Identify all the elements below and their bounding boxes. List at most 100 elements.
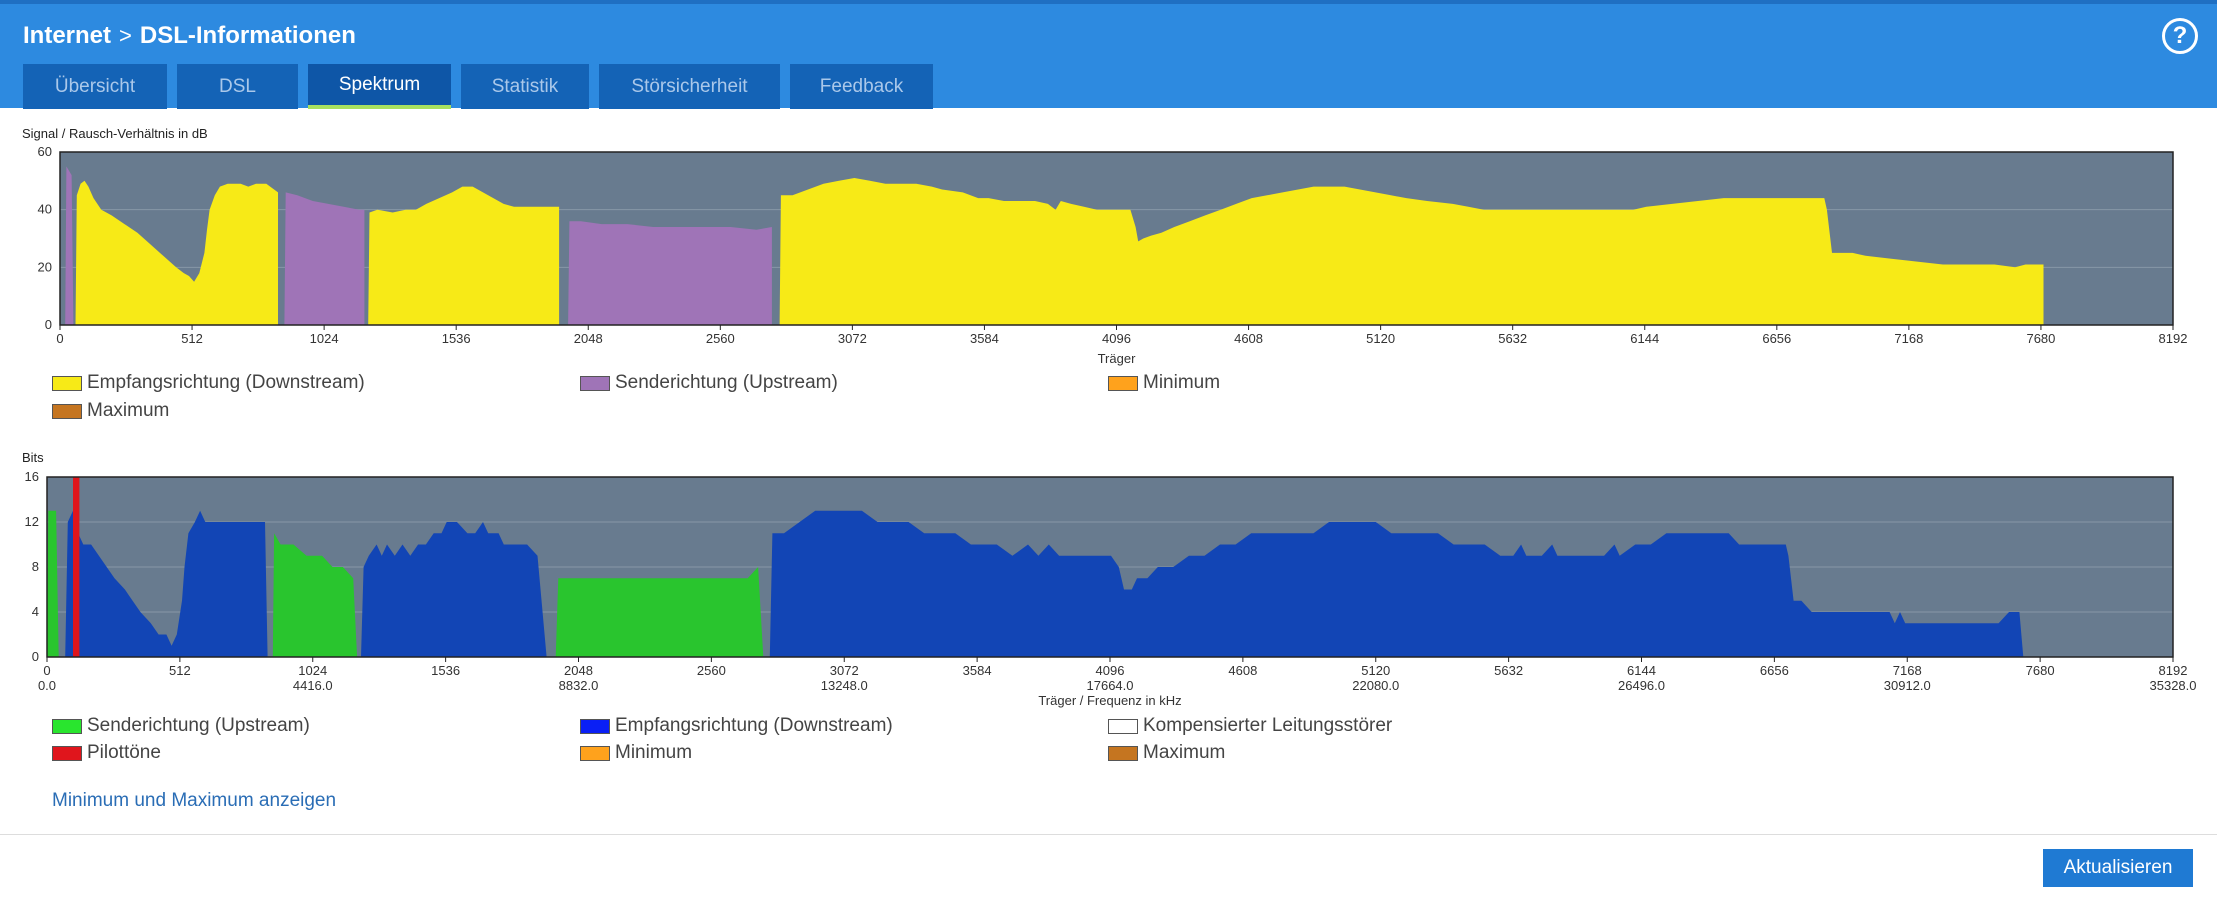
- x-tick-khz-label: 4416.0: [293, 678, 333, 693]
- legend-label: Minimum: [615, 742, 693, 763]
- legend-bits-maximum: Maximum: [1108, 742, 1225, 764]
- x-tick-label: 8192: [2159, 663, 2188, 678]
- legend-bits-upstream: Senderichtung (Upstream): [52, 715, 310, 737]
- y-tick-label: 0: [32, 649, 39, 664]
- x-tick-label: 7168: [1894, 331, 1923, 346]
- x-tick-label: 512: [169, 663, 191, 678]
- x-tick-label: 5120: [1361, 663, 1390, 678]
- tab-bar: Übersicht DSL Spektrum Statistik Störsic…: [23, 64, 943, 109]
- x-tick-label: 6656: [1760, 663, 1789, 678]
- x-tick-label: 1024: [298, 663, 327, 678]
- x-tick-label: 0: [56, 331, 63, 346]
- tab-dsl[interactable]: DSL: [177, 64, 298, 109]
- breadcrumb-separator-icon: >: [119, 23, 132, 48]
- tab-uebersicht[interactable]: Übersicht: [23, 64, 167, 109]
- y-tick-label: 40: [38, 202, 52, 217]
- x-tick-khz-label: 0.0: [38, 678, 56, 693]
- x-tick-khz-label: 17664.0: [1087, 678, 1134, 693]
- tab-statistik[interactable]: Statistik: [461, 64, 589, 109]
- series-area-0-2: [555, 567, 764, 657]
- swatch-snr-upstream: [580, 375, 610, 391]
- refresh-button[interactable]: Aktualisieren: [2043, 849, 2193, 887]
- x-tick-label: 6656: [1762, 331, 1791, 346]
- x-tick-label: 7168: [1893, 663, 1922, 678]
- swatch-bits-upstream: [52, 718, 82, 734]
- y-tick-label: 4: [32, 604, 39, 619]
- legend-snr-maximum: Maximum: [52, 400, 169, 422]
- legend-label: Senderichtung (Upstream): [87, 715, 310, 736]
- breadcrumb-root[interactable]: Internet: [23, 22, 112, 49]
- legend-bits-minimum: Minimum: [580, 742, 692, 764]
- x-tick-label: 1024: [310, 331, 339, 346]
- x-tick-label: 1536: [431, 663, 460, 678]
- x-tick-label: 2560: [706, 331, 735, 346]
- swatch-bits-downstream: [580, 718, 610, 734]
- series-area-0-0: [75, 180, 278, 325]
- show-min-max-link[interactable]: Minimum und Maximum anzeigen: [52, 790, 337, 811]
- series-area-2-0: [73, 477, 80, 657]
- tab-stoersicherheit[interactable]: Störsicherheit: [599, 64, 780, 109]
- swatch-snr-minimum: [1108, 375, 1138, 391]
- y-tick-label: 16: [25, 469, 39, 484]
- legend-label: Minimum: [1143, 372, 1221, 393]
- x-tick-label: 4096: [1096, 663, 1125, 678]
- x-tick-label: 3072: [838, 331, 867, 346]
- swatch-bits-minimum: [580, 745, 610, 761]
- x-axis-label: Träger: [1098, 351, 1136, 366]
- x-tick-label: 3584: [970, 331, 999, 346]
- swatch-bits-maximum: [1108, 745, 1138, 761]
- series-area-1-0: [65, 510, 268, 657]
- tab-feedback[interactable]: Feedback: [790, 64, 933, 109]
- legend-label: Maximum: [87, 400, 170, 421]
- x-tick-label: 5632: [1498, 331, 1527, 346]
- bits-chart-title: Bits: [22, 450, 44, 465]
- legend-snr-downstream: Empfangsrichtung (Downstream): [52, 372, 365, 394]
- series-area-1-2: [769, 510, 2024, 657]
- x-tick-label: 8192: [2159, 331, 2188, 346]
- x-tick-label: 5632: [1494, 663, 1523, 678]
- x-tick-label: 2048: [574, 331, 603, 346]
- x-tick-khz-label: 22080.0: [1352, 678, 1399, 693]
- swatch-bits-compensated: [1108, 718, 1138, 734]
- y-tick-label: 0: [45, 317, 52, 332]
- series-area-1-0: [60, 166, 74, 325]
- series-area-1-1: [284, 192, 365, 325]
- x-tick-label: 2560: [697, 663, 726, 678]
- series-area-0-2: [779, 178, 2044, 325]
- y-tick-label: 12: [25, 514, 39, 529]
- series-area-0-0: [47, 510, 59, 657]
- page-title: DSL-Informationen: [139, 22, 356, 49]
- x-tick-label: 6144: [1630, 331, 1659, 346]
- x-tick-khz-label: 13248.0: [821, 678, 868, 693]
- legend-bits-compensated: Kompensierter Leitungsstörer: [1108, 715, 1392, 737]
- x-tick-label: 5120: [1366, 331, 1395, 346]
- tab-spektrum[interactable]: Spektrum: [308, 64, 451, 109]
- x-tick-label: 7680: [2026, 663, 2055, 678]
- divider: [0, 834, 2217, 835]
- y-tick-label: 60: [38, 144, 52, 159]
- legend-bits-pilot: Pilottöne: [52, 742, 161, 764]
- y-tick-label: 20: [38, 259, 52, 274]
- x-axis-label: Träger / Frequenz in kHz: [1038, 693, 1181, 708]
- legend-snr-minimum: Minimum: [1108, 372, 1220, 394]
- y-tick-label: 8: [32, 559, 39, 574]
- series-area-1-1: [361, 522, 547, 657]
- help-icon[interactable]: ?: [2162, 18, 2198, 54]
- legend-label: Maximum: [1143, 742, 1226, 763]
- x-tick-label: 512: [181, 331, 203, 346]
- x-tick-label: 4096: [1102, 331, 1131, 346]
- x-tick-label: 4608: [1228, 663, 1257, 678]
- x-tick-label: 7680: [2026, 331, 2055, 346]
- x-tick-label: 4608: [1234, 331, 1263, 346]
- x-tick-khz-label: 35328.0: [2150, 678, 2197, 693]
- legend-label: Senderichtung (Upstream): [615, 372, 838, 393]
- x-tick-label: 0: [43, 663, 50, 678]
- x-tick-khz-label: 30912.0: [1884, 678, 1931, 693]
- legend-label: Empfangsrichtung (Downstream): [615, 715, 893, 736]
- x-tick-label: 6144: [1627, 663, 1656, 678]
- swatch-bits-pilot: [52, 745, 82, 761]
- x-tick-label: 2048: [564, 663, 593, 678]
- series-area-0-1: [272, 533, 358, 657]
